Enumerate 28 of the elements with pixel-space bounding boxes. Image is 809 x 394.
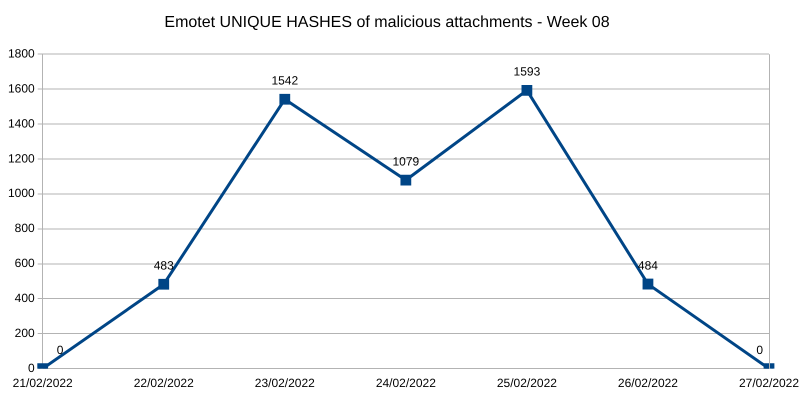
x-tick-label: 23/02/2022 [254,376,316,390]
y-tick-label: 1400 [8,116,36,130]
y-tick-label: 1000 [8,186,36,200]
point [400,174,412,186]
data-label: 1593 [514,64,541,79]
y-tick-label: 1200 [8,151,36,166]
y-tick-label: 1800 [8,46,36,61]
y-tick-label: 200 [14,326,36,340]
y-tick-label: 600 [14,256,36,270]
x-tick-label: 26/02/2022 [618,376,678,390]
data-label: 483 [154,258,174,273]
data-label: 0 [756,342,764,357]
x-tick-label: 24/02/2022 [376,376,436,390]
y-tick-label: 0 [28,360,36,375]
x-tick-label: 27/02/2022 [738,376,800,390]
data-label: 484 [638,258,658,272]
point [522,84,532,96]
y-tick-label: 1600 [8,81,36,96]
data-label: 1079 [392,154,420,168]
data-label: 1542 [271,74,298,88]
x-tick-label: 21/02/2022 [12,376,74,390]
data-label: 0 [56,342,64,357]
chart-title: Emotet UNIQUE HASHES of malicious attachments - Week 08 [164,14,610,32]
point [279,94,290,105]
x-tick-label: 22/02/2022 [134,376,194,390]
y-tick-label: 400 [14,291,36,306]
y-tick-label: 800 [14,221,36,236]
x-tick-label: 25/02/2022 [496,376,558,390]
